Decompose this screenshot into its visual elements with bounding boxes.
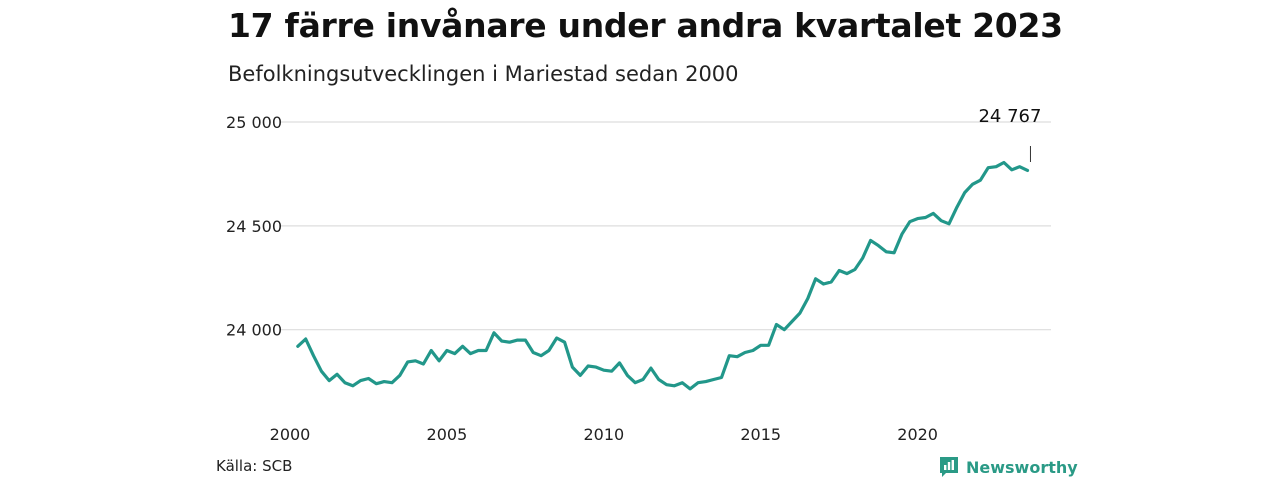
y-tick-labels: 24 000 24 500 25 000 [226,113,282,340]
x-tick-label: 2020 [897,425,938,444]
gridlines [280,121,1051,331]
x-tick-label: 2005 [427,425,468,444]
source-label: Källa: SCB [216,457,293,475]
x-tick-label: 2015 [740,425,781,444]
x-tick-labels: 2000 2005 2010 2015 2020 [270,425,938,444]
annotation-layer: 24 767 [978,106,1041,162]
series-line [296,160,1030,391]
brand-name: Newsworthy [966,457,1078,477]
x-tick-label: 2000 [270,425,311,444]
brand-logo: Newsworthy [938,455,1078,479]
y-tick-label: 24 500 [226,217,282,236]
annotation-label: 24 767 [978,106,1041,127]
y-tick-label: 24 000 [226,321,282,340]
y-tick-label: 25 000 [226,113,282,132]
newsworthy-logo-icon [940,457,958,477]
x-tick-label: 2010 [583,425,624,444]
chart-subtitle: Befolkningsutvecklingen i Mariestad seda… [228,62,739,86]
chart-title: 17 färre invånare under andra kvartalet … [228,6,1063,45]
series-layer [296,160,1030,391]
